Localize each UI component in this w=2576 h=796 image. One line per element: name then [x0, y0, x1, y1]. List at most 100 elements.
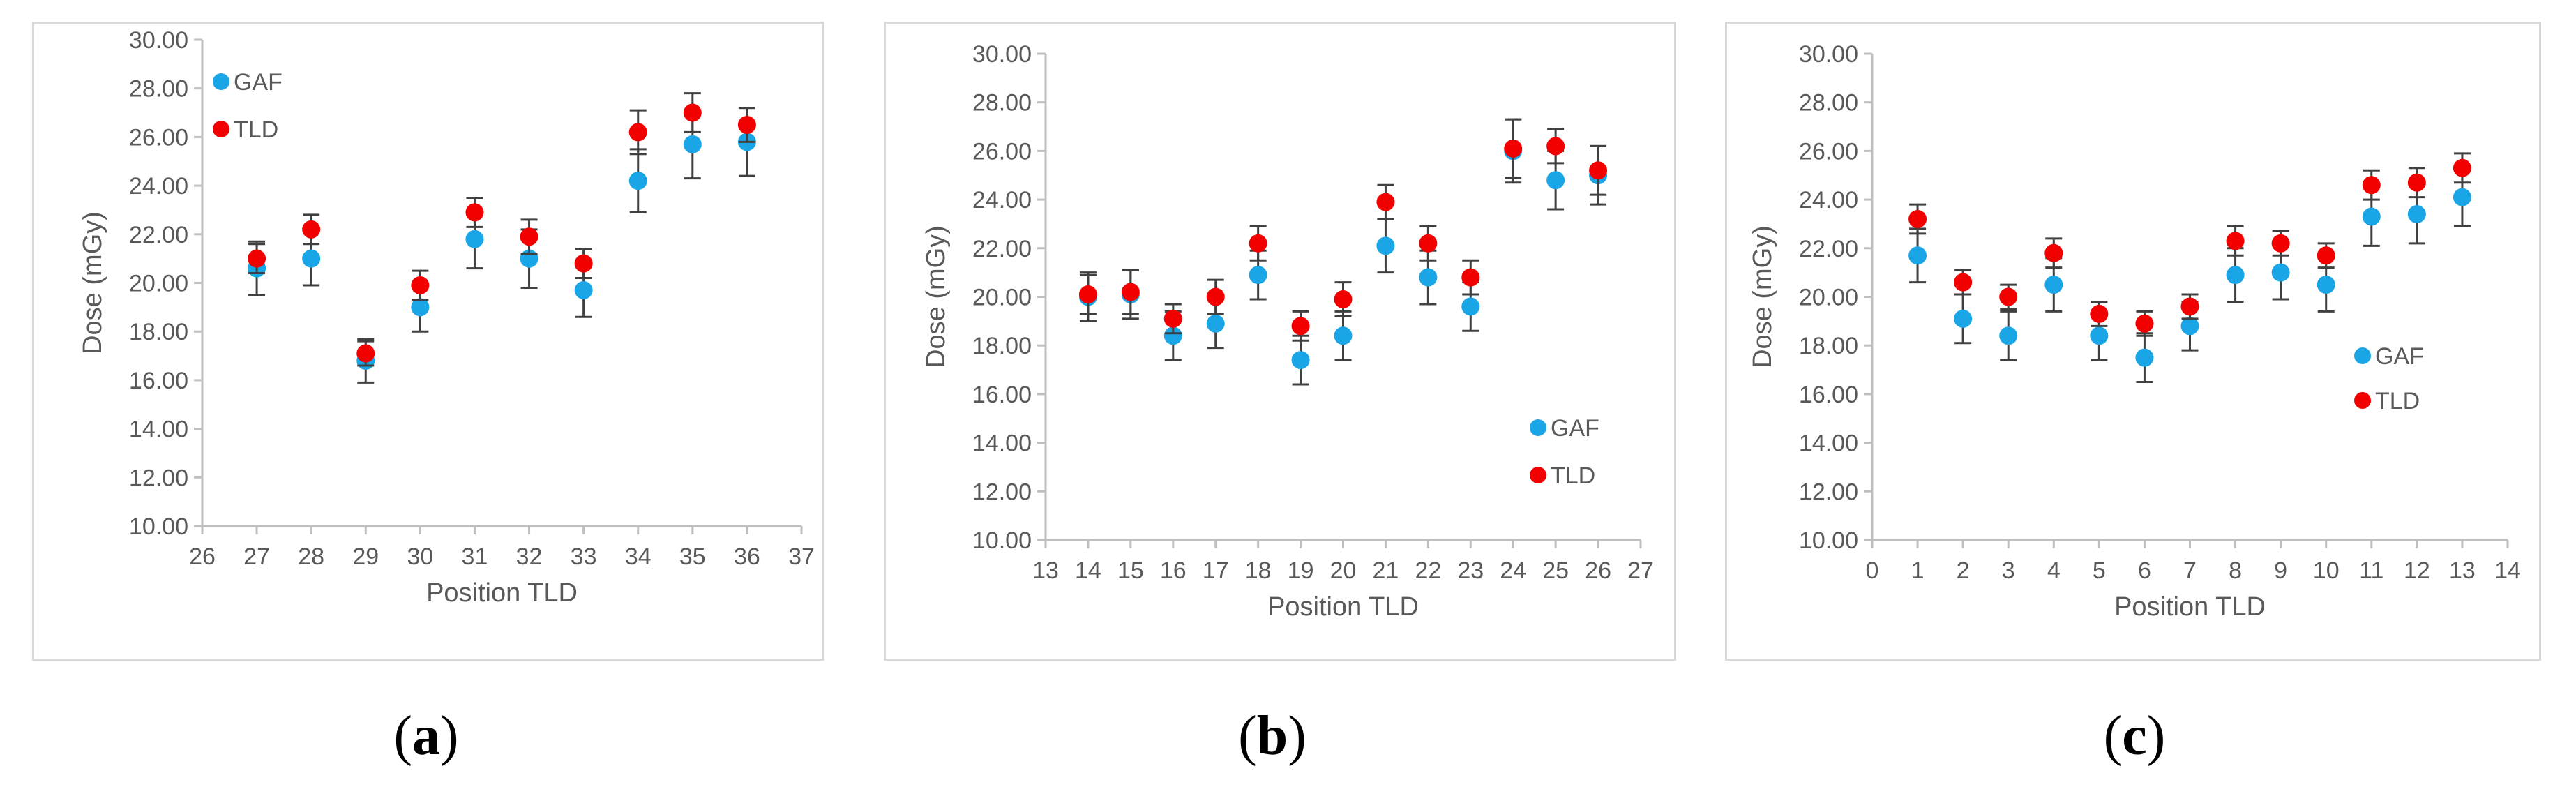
x-tick-label: 17: [1203, 557, 1229, 584]
x-tick-label: 27: [1627, 557, 1654, 584]
scatter-chart-c: 10.00 12.00 14.00 16.00 18.00 20.00 22.00 24.00…: [1748, 41, 2521, 622]
y-tick-label: 28.00: [1799, 90, 1858, 117]
y-axis-label: Dose (mGy): [78, 211, 107, 354]
gaf-point: [1334, 326, 1353, 345]
tld-point: [248, 249, 266, 268]
x-tick-label: 25: [1542, 557, 1569, 584]
x-tick-label: 7: [2183, 557, 2197, 584]
gaf-point: [1376, 236, 1395, 255]
tld-point: [1121, 283, 1140, 301]
x-tick-label: 35: [679, 543, 706, 570]
caption-a: (a): [393, 705, 459, 767]
tld-point: [1546, 137, 1565, 156]
x-tick-label: 14: [1075, 557, 1101, 584]
gaf-point: [2180, 317, 2199, 336]
x-tick-label: 20: [1330, 557, 1357, 584]
y-tick-label: 20.00: [1799, 285, 1858, 311]
gaf-point: [411, 298, 430, 317]
gaf-point: [1954, 309, 1973, 328]
tld-point: [1376, 193, 1395, 211]
gaf-point: [1546, 171, 1565, 190]
y-tick-label: 12.00: [972, 479, 1032, 505]
x-tick-label: 4: [2047, 557, 2061, 584]
tld-point: [1908, 209, 1927, 228]
legend-marker-tld: [2354, 392, 2371, 409]
gaf-point: [302, 249, 321, 268]
y-tick-label: 28.00: [129, 76, 188, 103]
gaf-point: [683, 135, 702, 153]
x-tick-label: 19: [1288, 557, 1314, 584]
x-tick-label: 33: [571, 543, 597, 570]
y-tick-label: 28.00: [972, 90, 1032, 117]
tld-point: [2226, 232, 2245, 250]
caption-b: (b): [1238, 705, 1306, 767]
caption-c: (c): [2103, 705, 2166, 767]
scatter-chart-b: 10.00 12.00 14.00 16.00 18.00 20.00 22.00 24.00…: [921, 41, 1654, 622]
y-tick-label: 20.00: [972, 285, 1032, 311]
tld-point: [1163, 309, 1182, 328]
tld-point: [2180, 297, 2199, 316]
x-tick-label: 29: [352, 543, 379, 570]
gaf-point: [465, 230, 484, 248]
gaf-point: [1206, 314, 1225, 333]
legend-label-gaf: GAF: [1551, 415, 1599, 442]
x-tick-label: 30: [407, 543, 433, 570]
x-tick-label: 26: [1585, 557, 1611, 584]
gaf-point: [2362, 207, 2381, 226]
x-tick-label: 31: [462, 543, 488, 570]
tld-point: [1954, 273, 1973, 292]
chart-panel-c: 10.00 12.00 14.00 16.00 18.00 20.00 22.00 24.00…: [1725, 22, 2541, 661]
x-axis-label: Position TLD: [426, 578, 578, 608]
y-tick-label: 18.00: [129, 319, 188, 345]
y-tick-label: 10.00: [129, 513, 188, 540]
x-tick-label: 13: [1032, 557, 1059, 584]
legend-label-gaf: GAF: [2375, 343, 2424, 370]
gaf-point: [1419, 268, 1438, 287]
legend-marker-gaf: [2354, 347, 2371, 364]
x-tick-label: 5: [2093, 557, 2106, 584]
legend-marker-tld: [1530, 467, 1546, 483]
gaf-point: [2453, 188, 2471, 206]
gaf-point: [1999, 326, 2018, 345]
tld-point: [2407, 173, 2426, 192]
tld-point: [1078, 285, 1097, 304]
x-tick-label: 18: [1245, 557, 1272, 584]
x-tick-label: 1: [1911, 557, 1925, 584]
tld-point: [2044, 243, 2063, 262]
y-tick-label: 24.00: [1799, 187, 1858, 213]
y-tick-label: 10.00: [1799, 527, 1858, 554]
tld-point: [1206, 287, 1225, 306]
y-tick-label: 22.00: [1799, 236, 1858, 262]
y-tick-label: 30.00: [129, 27, 188, 54]
x-tick-label: 0: [1866, 557, 1879, 584]
y-tick-label: 30.00: [1799, 41, 1858, 68]
legend-label-gaf: GAF: [234, 69, 283, 96]
x-tick-label: 14: [2494, 557, 2521, 584]
y-tick-label: 16.00: [129, 368, 188, 394]
tld-point: [2362, 176, 2381, 195]
y-tick-label: 22.00: [972, 236, 1032, 262]
x-tick-label: 13: [2449, 557, 2476, 584]
legend-marker-gaf: [1530, 419, 1546, 436]
gaf-point: [2044, 276, 2063, 294]
legend-label-tld: TLD: [1551, 463, 1595, 489]
x-tick-label: 28: [298, 543, 324, 570]
scatter-chart-a: 10.00 12.00 14.00 16.00 18.00 20.00 22.00 24.00…: [78, 27, 815, 608]
y-tick-label: 24.00: [972, 187, 1032, 213]
x-tick-label: 23: [1457, 557, 1484, 584]
y-tick-label: 14.00: [972, 430, 1032, 457]
tld-point: [1419, 234, 1438, 253]
tld-point: [1334, 290, 1353, 308]
chart-panel-a: 10.00 12.00 14.00 16.00 18.00 20.00 22.00 24.00…: [32, 22, 824, 661]
gaf-point: [1249, 266, 1267, 285]
x-tick-label: 32: [516, 543, 543, 570]
x-tick-label: 15: [1117, 557, 1144, 584]
x-tick-label: 9: [2274, 557, 2287, 584]
tld-point: [302, 220, 321, 239]
tld-point: [1589, 161, 1608, 180]
x-tick-label: 34: [625, 543, 651, 570]
tld-point: [1504, 139, 1523, 158]
x-tick-label: 26: [189, 543, 216, 570]
gaf-point: [2090, 326, 2109, 345]
gaf-point: [1163, 326, 1182, 345]
